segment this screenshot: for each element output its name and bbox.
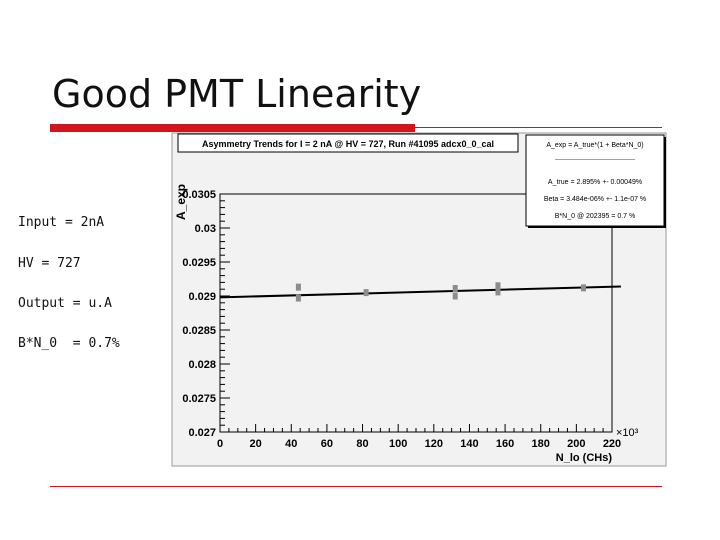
x-axis-label: N_lo (CHs) (556, 452, 613, 464)
plot-frame (219, 193, 613, 433)
fit-result-line: A_true = 2.895% +- 0.00049% (548, 179, 642, 186)
note-output: Output = u.A (18, 296, 112, 311)
slide-title: Good PMT Linearity (52, 72, 422, 116)
data-point (580, 284, 586, 292)
y-tick-label: 0.0295 (182, 257, 216, 269)
y-axis-label: A_exp (174, 184, 188, 220)
y-tick-label: 0.028 (188, 359, 216, 371)
data-point (363, 289, 369, 297)
title-underline-bar (50, 124, 415, 132)
y-tick-label: 0.03 (195, 223, 216, 235)
y-tick-label: 0.027 (188, 427, 216, 439)
fit-divider: ---------------------------------------- (555, 157, 635, 163)
x-tick-label: 140 (460, 438, 478, 450)
title-rule (415, 127, 662, 128)
fit-box (525, 134, 665, 227)
fit-formula: A_exp = A_true*(1 + Beta*N_0) (546, 142, 643, 149)
x-tick-label: 220 (603, 438, 621, 450)
chart-title: Asymmetry Trends for I = 2 nA @ HV = 727… (202, 139, 494, 149)
y-tick-label: 0.0275 (182, 393, 216, 405)
x-multiplier: ×10³ (616, 427, 639, 439)
footer-rule (50, 486, 662, 487)
data-point (452, 285, 458, 293)
x-tick-label: 120 (425, 438, 443, 450)
x-tick-label: 60 (321, 438, 333, 450)
data-point (295, 283, 301, 291)
x-tick-label: 160 (496, 438, 514, 450)
x-tick-label: 180 (532, 438, 550, 450)
y-tick-label: 0.0305 (182, 189, 216, 201)
data-point (495, 282, 501, 290)
x-tick-label: 80 (356, 438, 368, 450)
x-tick-label: 0 (217, 438, 223, 450)
note-input: Input = 2nA (18, 215, 105, 230)
x-tick-label: 40 (285, 438, 297, 450)
x-tick-label: 20 (250, 438, 262, 450)
y-tick-label: 0.0285 (182, 325, 216, 337)
x-tick-label: 200 (567, 438, 585, 450)
x-tick-label: 100 (389, 438, 407, 450)
data-point (295, 294, 301, 302)
chart-title-box (177, 133, 519, 153)
y-tick-label: 0.029 (188, 291, 216, 303)
fit-result-line: Beta = 3.484e-06% +- 1.1e-07 % (544, 196, 646, 203)
fit-line (219, 285, 621, 299)
data-point (495, 288, 501, 296)
data-point (452, 292, 458, 300)
note-hv: HV = 727 (18, 256, 81, 271)
note-bn0: B*N_0 = 0.7% (18, 336, 120, 351)
fit-result-line: B*N_0 @ 202395 = 0.7 % (555, 213, 635, 220)
